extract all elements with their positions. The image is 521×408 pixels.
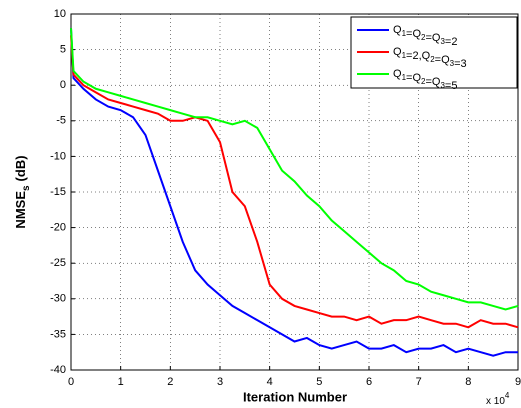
y-label-suffix: (dB): [13, 155, 28, 181]
legend-label-part: Q: [393, 68, 402, 80]
x-multiplier: x 104: [486, 391, 510, 407]
grid: [70, 13, 519, 371]
y-tick-label: -30: [50, 293, 66, 305]
legend-label: Q1=2,Q2=Q3=3: [393, 46, 467, 70]
y-label-sub: s: [21, 185, 32, 191]
legend-label-part: 3: [440, 81, 445, 90]
legend-label-part: 3: [461, 58, 467, 70]
legend-label: Q1=Q2=Q3=5: [393, 68, 457, 92]
legend-label-part: 2: [421, 33, 426, 42]
legend-label-part: =: [406, 28, 412, 40]
y-tick-label: -15: [50, 186, 66, 198]
y-tick-label: -10: [50, 150, 66, 162]
x-multiplier-base: x 10: [486, 396, 505, 407]
x-tick-label: 1: [118, 376, 124, 388]
legend-box: [350, 16, 518, 89]
legend-label-part: =: [425, 76, 431, 88]
x-tick-label: 2: [167, 376, 173, 388]
legend-label-part: 2: [451, 36, 457, 48]
legend-label-part: Q: [422, 50, 431, 62]
legend-label-part: 2: [430, 55, 435, 64]
x-axis-label: Iteration Number: [243, 389, 347, 404]
data-line: [70, 35, 519, 329]
x-tick-label: 3: [217, 376, 223, 388]
legend-label-part: ,: [419, 50, 422, 62]
y-label-main: NMSE: [13, 191, 28, 229]
legend-label-part: Q: [393, 46, 402, 58]
legend-label-part: Q: [432, 32, 441, 44]
x-tick-label: 5: [316, 376, 322, 388]
legend-label-part: Q: [393, 24, 402, 36]
legend-label-part: Q: [441, 54, 450, 66]
legend-label: Q1=Q2=Q3=2: [393, 24, 457, 48]
x-multiplier-exp: 4: [505, 391, 510, 400]
data-line: [70, 28, 518, 357]
legend-label-part: =: [406, 72, 412, 84]
legend-label-part: 3: [440, 37, 445, 46]
legend-label-part: 5: [451, 80, 457, 92]
legend-label-part: 1: [402, 29, 407, 38]
x-tick-label: 4: [267, 376, 273, 388]
legend-label-part: =: [445, 36, 451, 48]
y-tick-label: -35: [50, 328, 66, 340]
legend-label-part: =: [445, 80, 451, 92]
legend-label-part: 1: [402, 51, 407, 60]
legend-label-part: Q: [432, 76, 441, 88]
x-tick-label: 9: [515, 376, 521, 388]
legend-label-part: Q: [412, 72, 421, 84]
legend-label-part: 2: [421, 77, 426, 86]
y-tick-label: 0: [60, 79, 66, 91]
x-tick-label: 7: [416, 376, 422, 388]
y-tick-label: -40: [50, 364, 66, 376]
y-axis-label: NMSEs (dB): [13, 155, 31, 228]
legend-label-part: Q: [412, 28, 421, 40]
legend-label-part: =: [435, 54, 441, 66]
legend-label-part: =: [425, 32, 431, 44]
x-tick-label: 8: [465, 376, 471, 388]
legend-label-part: 1: [402, 73, 407, 82]
y-tick-label: 5: [60, 44, 66, 56]
y-tick-label: -20: [50, 222, 66, 234]
legend-label-part: 3: [450, 59, 455, 68]
legend-label-part: =: [454, 58, 460, 70]
y-tick-label: -5: [56, 115, 66, 127]
x-tick-label: 0: [68, 376, 74, 388]
x-tick-label: 6: [366, 376, 372, 388]
legend-label-part: 2: [412, 50, 418, 62]
legend-label-part: =: [406, 50, 412, 62]
y-tick-label: 10: [54, 8, 66, 20]
y-tick-label: -25: [50, 257, 66, 269]
data-line: [70, 28, 519, 311]
